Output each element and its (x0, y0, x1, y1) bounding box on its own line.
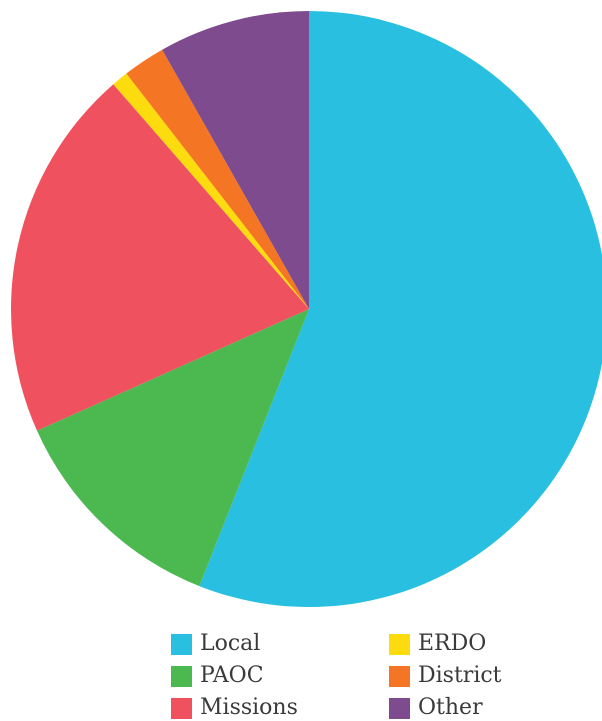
pie-chart (11, 11, 602, 607)
pie-slice-other (162, 11, 309, 309)
legend-item-missions: Missions (171, 696, 389, 720)
legend-item-district: District (389, 664, 531, 688)
legend-label-district: District (418, 663, 502, 688)
pie-slice-erdo (113, 73, 309, 309)
pie-slice-missions (11, 84, 310, 431)
legend-swatch-district (389, 665, 410, 687)
legend-swatch-paoc (171, 665, 192, 687)
legend-label-other: Other (418, 695, 483, 720)
legend-item-other: Other (389, 696, 531, 720)
legend-label-erdo: ERDO (418, 631, 487, 656)
legend-swatch-erdo (389, 633, 410, 655)
legend-swatch-local (171, 633, 192, 655)
legend: Local ERDO PAOC District Missions Other (171, 632, 531, 720)
legend-swatch-other (389, 697, 410, 719)
pie-slice-district (126, 49, 309, 309)
pie-slice-local (199, 11, 602, 607)
legend-swatch-missions (171, 697, 192, 719)
legend-item-local: Local (171, 632, 389, 656)
legend-label-local: Local (200, 631, 261, 656)
pie-slice-paoc (37, 309, 310, 587)
legend-label-missions: Missions (200, 695, 298, 720)
legend-item-paoc: PAOC (171, 664, 389, 688)
legend-label-paoc: PAOC (200, 663, 264, 688)
legend-item-erdo: ERDO (389, 632, 531, 656)
